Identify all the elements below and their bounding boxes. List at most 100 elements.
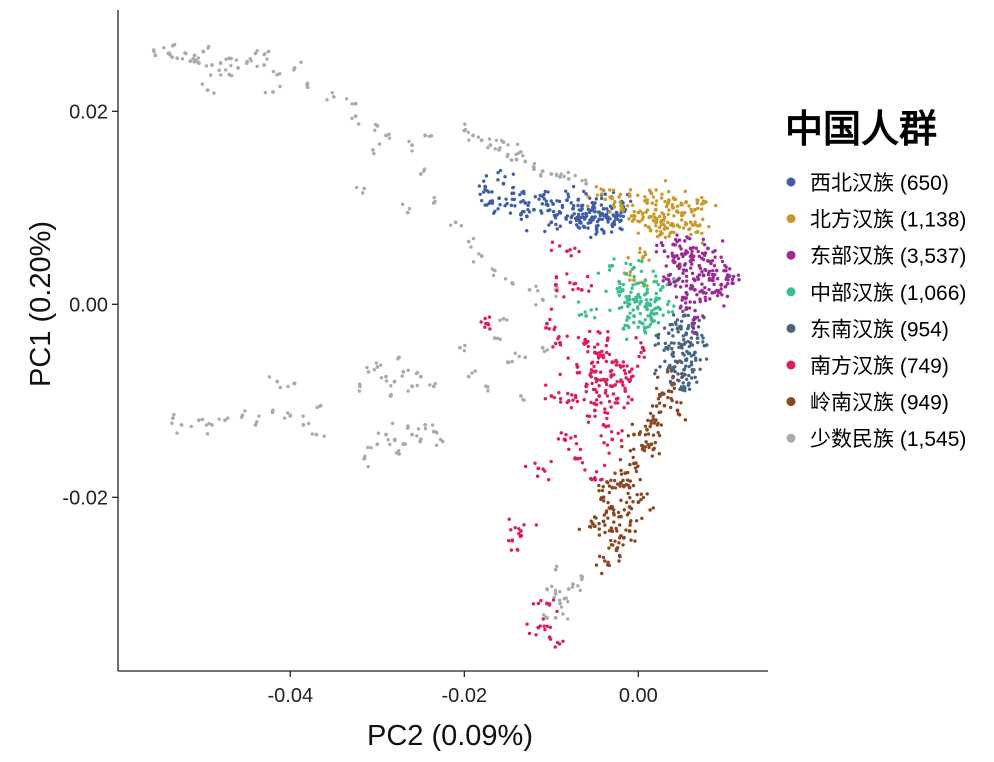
data-point [621,208,625,213]
data-point [649,315,653,319]
data-point [683,313,687,318]
data-point [533,195,538,199]
data-point [516,151,521,155]
data-point [621,360,626,364]
data-point [263,90,268,95]
y-tick-label: -0.02 [62,487,108,509]
data-point [662,348,666,352]
data-point [679,247,683,251]
data-point [657,410,661,415]
y-tick-label: 0.00 [69,294,108,316]
data-point [731,274,736,279]
data-point [682,263,687,267]
data-point [598,331,602,335]
data-point [542,197,546,201]
legend-item: 北方汉族 (1,138) [786,209,966,232]
data-point [649,228,653,232]
data-point [689,363,694,367]
data-point [635,364,640,368]
data-point [604,359,609,364]
data-point [549,248,554,253]
data-point [617,559,621,563]
data-point [675,408,680,413]
data-point [617,195,621,199]
data-point [634,282,638,286]
data-point [566,356,570,360]
data-point [662,275,666,279]
data-point [594,563,599,567]
data-point [648,190,653,194]
data-point [675,400,679,404]
data-point [613,401,617,405]
data-point [517,527,521,531]
data-point [595,378,600,382]
data-point [653,207,658,212]
data-point [621,383,625,387]
data-point [639,269,644,273]
data-point [687,387,692,391]
data-point [691,277,696,281]
data-point [592,402,596,406]
data-point [629,375,634,379]
data-point [581,212,585,216]
data-point [643,253,648,257]
data-point [613,383,617,387]
series-7 [654,233,741,335]
data-point [265,57,269,61]
data-point [681,271,685,275]
data-point [542,349,547,354]
data-point [217,417,221,421]
data-point [613,539,617,543]
data-point [243,409,247,413]
data-point [299,60,303,64]
data-point [572,282,576,286]
data-point [462,348,467,353]
data-point [624,294,628,299]
data-point [656,375,660,380]
data-point [687,204,691,208]
data-point [628,462,632,467]
data-point [645,287,649,292]
data-point [596,356,601,360]
data-point [573,434,578,439]
data-point [567,447,571,452]
data-point [626,395,631,399]
data-point [611,360,615,364]
data-point [666,189,671,194]
data-point [545,321,549,326]
data-point [680,298,684,302]
data-point [554,222,558,227]
data-point [684,200,689,204]
data-point [677,378,681,383]
data-point [229,63,233,68]
data-point [431,384,436,389]
data-point [619,534,623,538]
data-point [666,212,670,217]
data-point [628,192,632,197]
data-point [643,250,647,254]
data-point [542,624,546,628]
data-point [372,368,376,372]
data-point [317,404,322,408]
data-point [620,227,624,232]
data-point [357,389,362,393]
data-point [236,65,240,70]
data-point [527,210,532,214]
legend-marker [786,360,796,370]
data-point [397,448,401,453]
data-point [644,298,649,302]
data-point [640,443,644,448]
data-point [632,217,636,222]
data-point [627,369,632,374]
data-point [608,204,613,209]
data-point [525,622,529,626]
data-point [670,322,674,327]
data-point [172,412,176,417]
data-point [278,385,283,390]
data-point [587,524,592,529]
data-point [730,277,735,282]
data-point [679,319,684,323]
data-point [557,199,562,204]
data-point [595,390,599,394]
data-point [569,201,573,205]
